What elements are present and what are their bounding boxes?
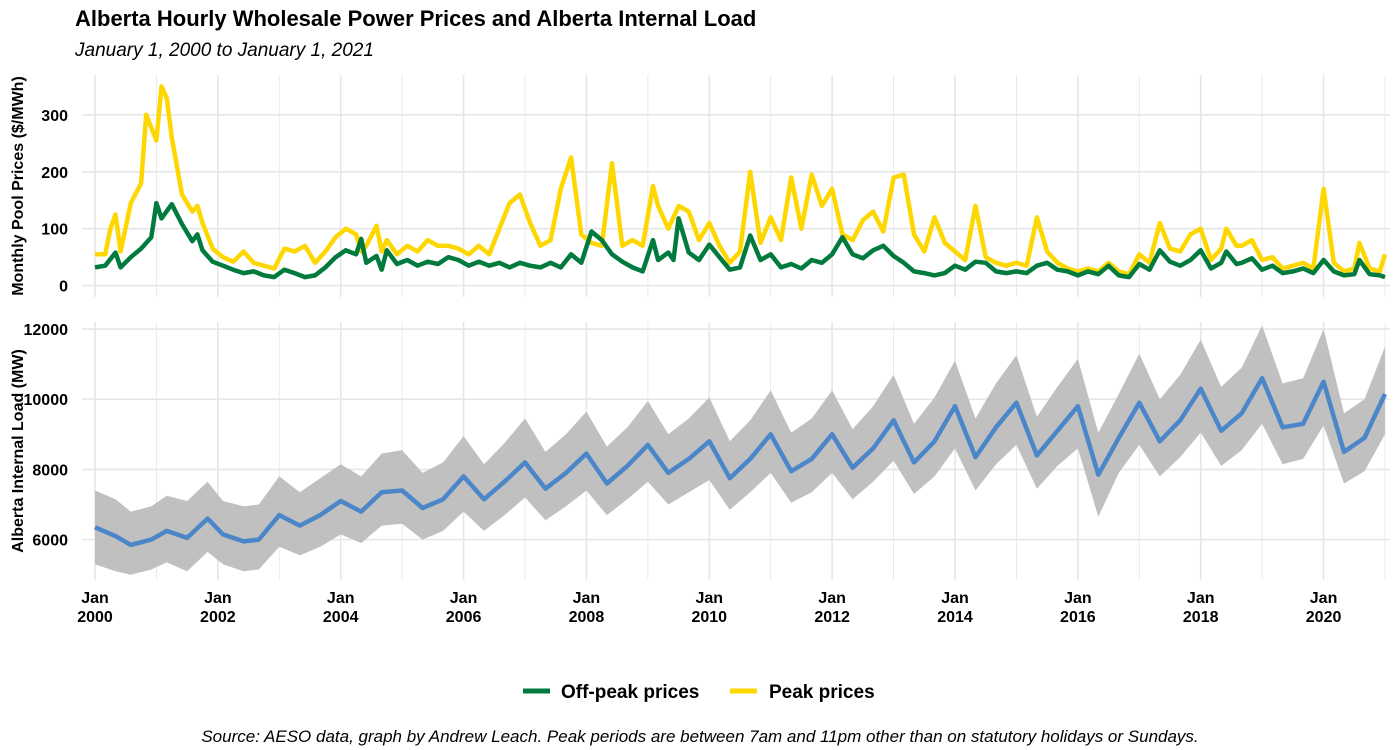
- x-tick-label-month: Jan: [695, 590, 723, 607]
- x-tick-label-year: 2000: [77, 609, 113, 626]
- chart-title: Alberta Hourly Wholesale Power Prices an…: [75, 6, 757, 31]
- peak-price-line: [95, 84, 1388, 277]
- load-panel: 6000 8000 10000 12000 Alberta Internal Load …: [10, 322, 1390, 626]
- y-tick-label: 100: [41, 222, 68, 239]
- x-tick-label-year: 2004: [323, 609, 359, 626]
- x-tick-label-month: Jan: [204, 590, 232, 607]
- y-tick-label: 10000: [24, 392, 69, 409]
- y-tick-label: 300: [41, 108, 68, 125]
- x-tick-label-month: Jan: [941, 590, 969, 607]
- x-tick-label-year: 2006: [446, 609, 482, 626]
- x-tick-label-year: 2018: [1183, 609, 1219, 626]
- y-tick-label: 0: [59, 279, 68, 296]
- x-tick-label-year: 2020: [1306, 609, 1342, 626]
- x-tick-label-month: Jan: [1310, 590, 1338, 607]
- legend-offpeak-label: Off-peak prices: [561, 682, 699, 703]
- offpeak-price-line: [94, 200, 1386, 280]
- source-caption: Source: AESO data, graph by Andrew Leach…: [201, 727, 1199, 746]
- y-tick-label: 12000: [24, 322, 69, 339]
- x-tick-label-year: 2016: [1060, 609, 1096, 626]
- legend-peak-label: Peak prices: [769, 682, 875, 703]
- y-axis-label: Alberta Internal Load (MW): [10, 349, 27, 553]
- load-range-band: [95, 325, 1385, 575]
- y-tick-label: 200: [41, 165, 68, 182]
- load-line: [94, 375, 1388, 548]
- y-axis-label: Monthly Pool Prices ($/MWh): [10, 76, 27, 296]
- x-tick-label-year: 2002: [200, 609, 236, 626]
- chart-subtitle: January 1, 2000 to January 1, 2021: [75, 40, 374, 61]
- x-tick-label-year: 2008: [569, 609, 605, 626]
- legend: Off-peak prices Peak prices: [523, 682, 875, 703]
- price-panel: 0 100 200 300 Monthly Pool Prices ($/MWh): [10, 75, 1390, 297]
- x-tick-label-month: Jan: [818, 590, 846, 607]
- x-tick-label-year: 2012: [814, 609, 850, 626]
- x-tick-label-month: Jan: [573, 590, 601, 607]
- y-tick-label: 8000: [32, 462, 68, 479]
- y-tick-label: 6000: [32, 533, 68, 550]
- x-tick-label-month: Jan: [1187, 590, 1215, 607]
- x-tick-label-month: Jan: [1064, 590, 1092, 607]
- x-tick-label-month: Jan: [81, 590, 109, 607]
- x-tick-label-month: Jan: [327, 590, 355, 607]
- x-tick-label-month: Jan: [450, 590, 478, 607]
- x-tick-label-year: 2014: [937, 609, 973, 626]
- x-tick-label-year: 2010: [691, 609, 727, 626]
